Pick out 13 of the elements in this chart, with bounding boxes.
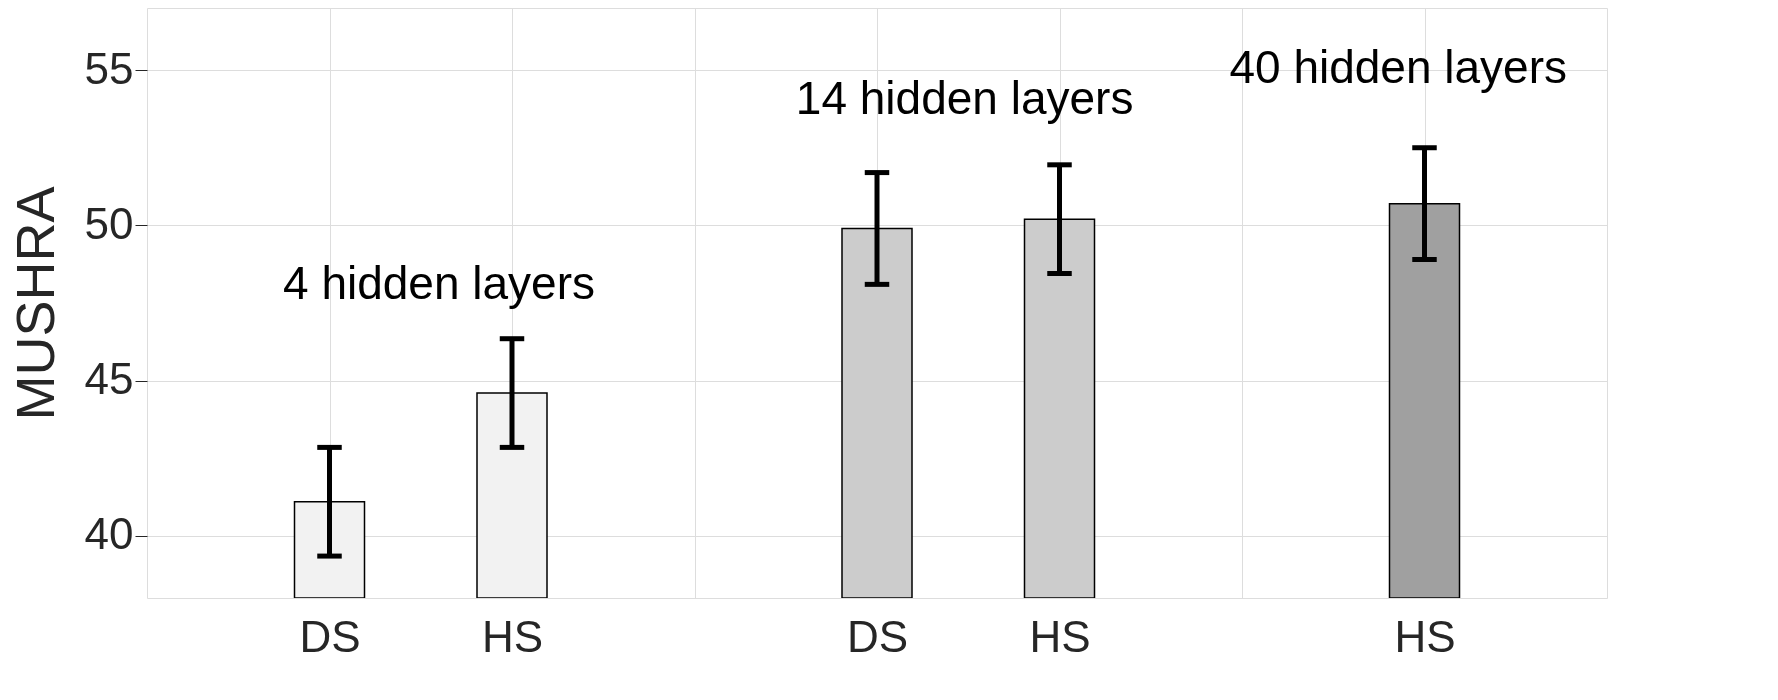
annotation: 14 hidden layers — [795, 72, 1134, 125]
y-tick-label: 55 — [84, 43, 134, 93]
x-tick-label: DS — [846, 611, 909, 661]
x-tick-label: HS — [1029, 611, 1091, 661]
annotation: 4 hidden layers — [283, 257, 595, 310]
y-axis-title: MUSHRA — [4, 186, 65, 421]
x-tick-label: HS — [1394, 611, 1456, 661]
x-tick-label: HS — [481, 611, 544, 661]
y-tick-label: 40 — [84, 509, 134, 559]
annotation: 40 hidden layers — [1229, 40, 1568, 93]
y-tick-label: 45 — [84, 354, 134, 404]
y-tick-label: 50 — [84, 198, 134, 248]
x-tick-label: DS — [299, 611, 361, 661]
